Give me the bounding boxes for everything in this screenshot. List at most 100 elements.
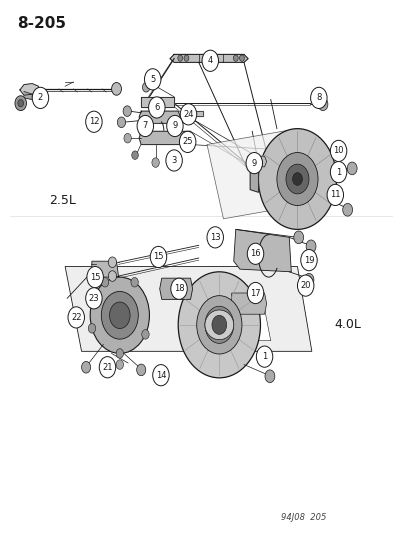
Circle shape: [116, 360, 123, 369]
Circle shape: [32, 87, 49, 109]
Circle shape: [109, 302, 130, 328]
Polygon shape: [231, 293, 266, 314]
Circle shape: [177, 55, 182, 61]
Polygon shape: [170, 54, 247, 62]
Circle shape: [300, 249, 316, 271]
Circle shape: [108, 271, 116, 281]
Circle shape: [87, 266, 103, 288]
Circle shape: [258, 128, 336, 229]
Circle shape: [330, 140, 346, 161]
Circle shape: [180, 104, 196, 125]
Circle shape: [108, 257, 116, 268]
Polygon shape: [181, 111, 202, 116]
Text: 11: 11: [329, 190, 340, 199]
Circle shape: [310, 87, 326, 109]
Text: 20: 20: [300, 281, 310, 290]
Text: 15: 15: [153, 253, 163, 262]
Circle shape: [99, 357, 115, 378]
Circle shape: [166, 150, 182, 171]
Text: 9: 9: [251, 159, 256, 167]
Polygon shape: [24, 92, 32, 100]
Circle shape: [152, 365, 169, 386]
Text: 24: 24: [183, 110, 193, 119]
Circle shape: [123, 133, 131, 143]
Text: 22: 22: [71, 313, 81, 322]
Circle shape: [15, 96, 26, 111]
Text: 8-205: 8-205: [17, 16, 66, 31]
Polygon shape: [92, 261, 118, 277]
Text: 25: 25: [182, 138, 192, 147]
Circle shape: [171, 278, 187, 300]
Circle shape: [196, 296, 241, 354]
Circle shape: [101, 278, 109, 287]
Circle shape: [202, 50, 218, 71]
Text: 12: 12: [88, 117, 99, 126]
Circle shape: [68, 307, 84, 328]
Circle shape: [297, 275, 313, 296]
Polygon shape: [20, 84, 38, 95]
Circle shape: [305, 240, 315, 253]
Circle shape: [276, 152, 317, 206]
Circle shape: [131, 278, 138, 287]
Circle shape: [141, 329, 149, 339]
Circle shape: [183, 55, 188, 61]
Circle shape: [116, 349, 123, 358]
Circle shape: [206, 227, 223, 248]
Polygon shape: [65, 266, 311, 351]
Text: 5: 5: [150, 75, 155, 84]
Circle shape: [239, 55, 244, 61]
Text: 3: 3: [171, 156, 176, 165]
Circle shape: [152, 158, 159, 167]
Circle shape: [347, 162, 356, 175]
Circle shape: [178, 272, 260, 378]
Circle shape: [293, 231, 303, 244]
Circle shape: [85, 111, 102, 132]
Circle shape: [142, 83, 150, 92]
Text: 18: 18: [173, 284, 184, 293]
Polygon shape: [159, 278, 192, 300]
Text: 94J08  205: 94J08 205: [280, 513, 325, 522]
Text: 21: 21: [102, 363, 112, 372]
Polygon shape: [233, 229, 291, 272]
Circle shape: [112, 83, 121, 95]
Text: 8: 8: [316, 93, 321, 102]
Circle shape: [90, 277, 149, 353]
Ellipse shape: [204, 310, 233, 340]
Text: 23: 23: [88, 294, 99, 303]
Circle shape: [148, 97, 165, 118]
Text: 16: 16: [249, 249, 260, 259]
Circle shape: [88, 324, 95, 333]
Text: 2: 2: [38, 93, 43, 102]
Polygon shape: [141, 97, 174, 108]
Circle shape: [204, 306, 233, 343]
Circle shape: [18, 100, 24, 107]
Circle shape: [256, 346, 272, 367]
Circle shape: [264, 370, 274, 383]
Text: 15: 15: [90, 272, 100, 281]
Text: 19: 19: [303, 256, 313, 265]
Polygon shape: [139, 111, 180, 123]
Text: 13: 13: [209, 233, 220, 242]
Text: 9: 9: [172, 122, 177, 131]
Text: 14: 14: [155, 370, 166, 379]
Circle shape: [101, 292, 138, 339]
Circle shape: [303, 273, 313, 286]
Circle shape: [123, 106, 131, 116]
Text: 1: 1: [261, 352, 266, 361]
Circle shape: [150, 246, 166, 268]
Text: 10: 10: [332, 147, 343, 156]
Circle shape: [211, 316, 226, 334]
Circle shape: [137, 115, 153, 136]
Circle shape: [166, 115, 183, 136]
Polygon shape: [249, 166, 258, 192]
Text: 4: 4: [207, 56, 212, 65]
Circle shape: [233, 55, 237, 61]
Text: 4.0L: 4.0L: [334, 318, 361, 332]
Text: 1: 1: [335, 167, 340, 176]
Text: 7: 7: [142, 122, 147, 131]
Circle shape: [292, 173, 301, 185]
Circle shape: [144, 69, 161, 90]
Polygon shape: [139, 131, 192, 144]
Polygon shape: [206, 128, 313, 219]
Circle shape: [342, 204, 352, 216]
